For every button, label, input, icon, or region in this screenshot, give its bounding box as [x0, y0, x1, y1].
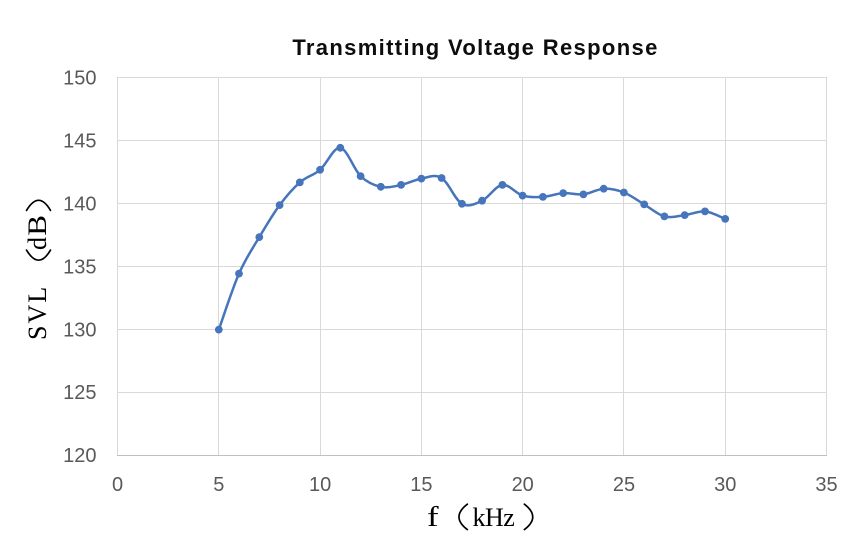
svg-text:130: 130: [63, 319, 96, 341]
svg-text:B: B: [23, 215, 52, 236]
svg-text:145: 145: [63, 131, 96, 153]
svg-text:f: f: [427, 500, 439, 533]
svg-text:0: 0: [112, 474, 123, 496]
svg-text:15: 15: [410, 474, 432, 496]
svg-text:135: 135: [63, 256, 96, 278]
svg-text:150: 150: [63, 68, 96, 90]
svg-text:30: 30: [714, 474, 736, 496]
svg-text:20: 20: [512, 474, 534, 496]
svg-text:25: 25: [613, 474, 635, 496]
svg-text:125: 125: [63, 382, 96, 404]
svg-text:d: d: [23, 237, 52, 250]
svg-text:140: 140: [63, 194, 96, 216]
svg-text:5: 5: [213, 474, 224, 496]
svg-text:kHz: kHz: [473, 503, 515, 532]
svg-text:35: 35: [815, 474, 837, 496]
svg-text:10: 10: [309, 474, 331, 496]
svg-text:Transmitting Voltage Response: Transmitting Voltage Response: [292, 35, 658, 60]
svg-text:SVL: SVL: [23, 285, 52, 340]
svg-text:120: 120: [63, 445, 96, 467]
